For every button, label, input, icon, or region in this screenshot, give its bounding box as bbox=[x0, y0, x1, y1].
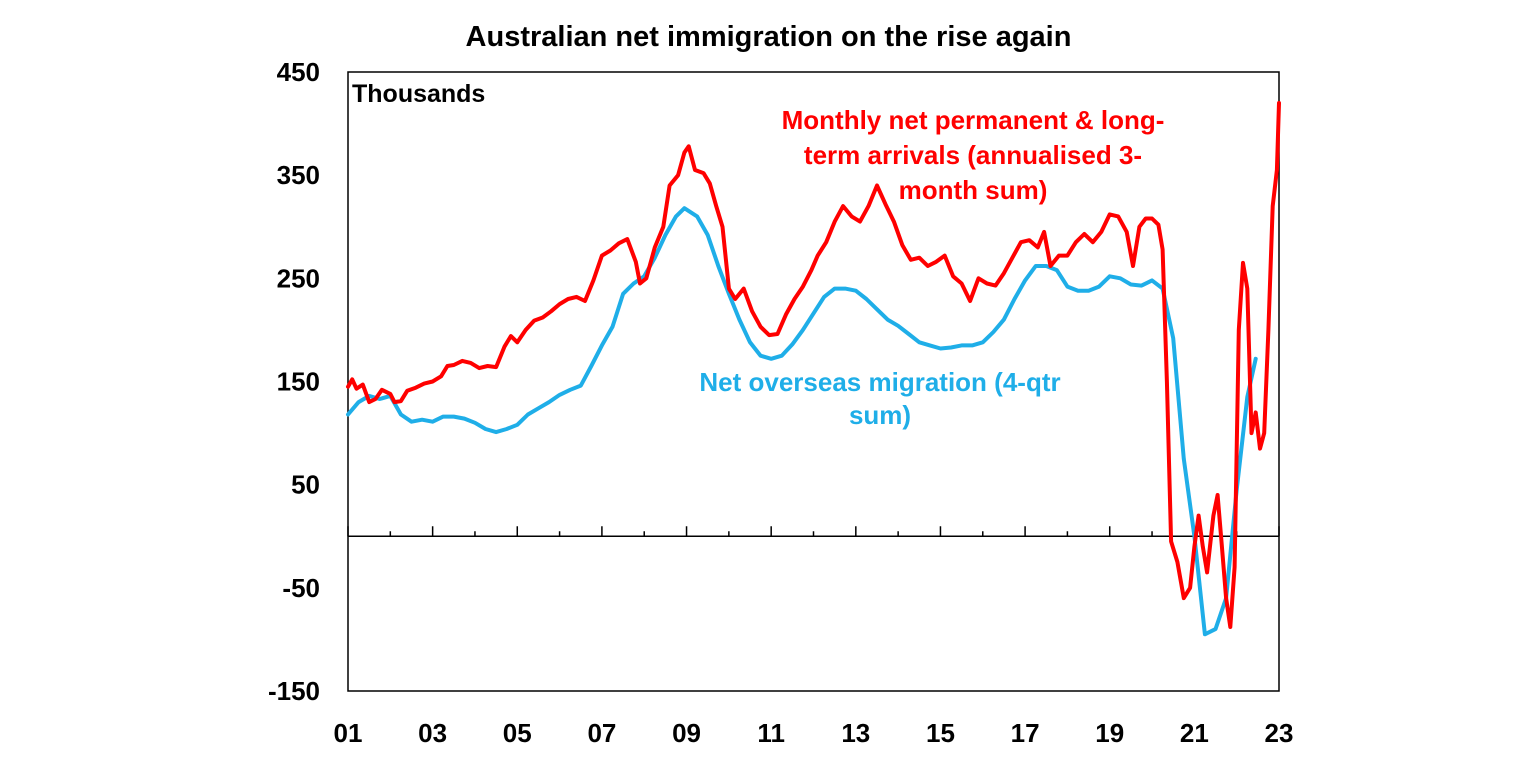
x-tick-label: 19 bbox=[1095, 718, 1124, 748]
y-tick-label: 50 bbox=[291, 470, 320, 500]
y-unit-label: Thousands bbox=[352, 80, 485, 108]
x-tick-label: 11 bbox=[757, 718, 785, 748]
series-labels: Monthly net permanent & long-term arriva… bbox=[699, 105, 1164, 430]
plot-frame bbox=[347, 71, 1280, 692]
x-tick-label: 03 bbox=[418, 718, 447, 748]
y-tick-label: 350 bbox=[277, 160, 320, 190]
x-tick-label: 23 bbox=[1265, 718, 1294, 748]
y-tick-label: 450 bbox=[277, 57, 320, 87]
label-net-overseas-migration: Net overseas migration (4-qtr bbox=[699, 367, 1060, 397]
x-tick-label: 17 bbox=[1011, 718, 1040, 748]
label-monthly-arrivals: month sum) bbox=[899, 175, 1048, 205]
y-tick-label: 250 bbox=[277, 263, 320, 293]
x-tick-label: 15 bbox=[926, 718, 955, 748]
x-tick-label: 09 bbox=[672, 718, 701, 748]
label-monthly-arrivals: Monthly net permanent & long- bbox=[782, 105, 1165, 135]
x-tick-label: 21 bbox=[1180, 718, 1209, 748]
label-net-overseas-migration: sum) bbox=[849, 400, 911, 430]
x-tick-label: 05 bbox=[503, 718, 532, 748]
x-tick-label: 07 bbox=[587, 718, 616, 748]
y-tick-label: 150 bbox=[277, 367, 320, 397]
series-line-net-overseas-migration bbox=[346, 206, 1258, 637]
chart-title: Australian net immigration on the rise a… bbox=[466, 21, 1072, 53]
series-line-monthly-arrivals bbox=[346, 101, 1281, 629]
y-axis: 450 350 250 150 50 -50 -150 bbox=[268, 57, 320, 706]
x-tick-label: 13 bbox=[841, 718, 870, 748]
x-tick-label: 01 bbox=[334, 718, 363, 748]
series-layer bbox=[346, 101, 1281, 637]
y-tick-label: -150 bbox=[268, 676, 320, 706]
y-tick-label: -50 bbox=[282, 573, 320, 603]
x-axis: 01 03 05 07 09 11 13 15 17 19 21 23 bbox=[334, 526, 1294, 748]
label-monthly-arrivals: term arrivals (annualised 3- bbox=[804, 140, 1142, 170]
